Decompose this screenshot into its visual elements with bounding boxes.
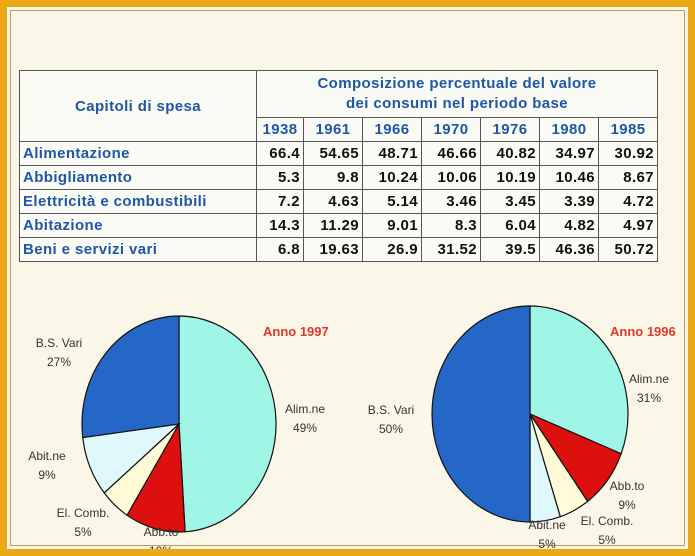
slice-label-line: 5% — [74, 525, 92, 539]
year-cell: 1976 — [480, 117, 540, 142]
slice-label-line: El. Comb. — [57, 506, 110, 520]
value-cell: 31.52 — [421, 237, 481, 262]
value-cell: 50.72 — [598, 237, 658, 262]
value-cell: 6.04 — [480, 213, 540, 238]
pie-title-line: Anno 1997 — [263, 324, 329, 339]
value-cell: 5.14 — [362, 189, 422, 214]
slice-label-line: Abit.ne — [28, 449, 66, 463]
slice-label: Alim.ne 49% — [285, 402, 325, 435]
slice-label-line: Alim.ne — [285, 402, 325, 416]
value-cell: 6.8 — [256, 237, 304, 262]
value-cell: 9.01 — [362, 213, 422, 238]
slice-label: B.S. Vari 27% — [36, 336, 82, 369]
slice-label: B.S. Vari 50% — [368, 403, 414, 436]
value-cell: 40.82 — [480, 141, 540, 166]
pie-slice — [178, 315, 277, 533]
slice-label-line: 27% — [47, 355, 71, 369]
slice-label: Abb.to 9% — [610, 479, 645, 512]
value-cell: 46.66 — [421, 141, 481, 166]
slice-label: Alim.ne 31% — [629, 372, 669, 405]
table-row: Abbigliamento 5.3 9.8 10.24 10.06 10.19 10.46 8… — [19, 165, 658, 190]
slice-label: Abb.to 10% — [144, 525, 179, 549]
slice-label-line: El. Comb. — [581, 514, 634, 528]
year-cell: 1985 — [598, 117, 658, 142]
value-cell: 5.3 — [256, 165, 304, 190]
category-cell: Beni e servizi vari — [19, 237, 257, 262]
value-cell: 3.46 — [421, 189, 481, 214]
pie-slice — [431, 305, 531, 523]
slice-label-line: 10% — [149, 544, 173, 549]
slice-label-line: 5% — [538, 537, 556, 549]
value-cell: 9.8 — [303, 165, 363, 190]
slice-label-line: Abit.ne — [528, 518, 566, 532]
value-cell: 66.4 — [256, 141, 304, 166]
year-cell: 1980 — [539, 117, 599, 142]
value-cell: 7.2 — [256, 189, 304, 214]
slice-label: Abit.ne 5% — [528, 518, 566, 549]
slice-label-line: B.S. Vari — [368, 403, 414, 417]
value-cell: 26.9 — [362, 237, 422, 262]
table-row: Elettricità e combustibili 7.2 4.63 5.14 3.4… — [19, 189, 658, 214]
category-cell: Elettricità e combustibili — [19, 189, 257, 214]
year-row: 1938 1961 1966 1970 1976 1980 1985 — [20, 117, 658, 142]
pie-title: Anno 1997 — [263, 324, 329, 339]
slice-label-line: 5% — [598, 533, 616, 547]
slice-label-line: 49% — [293, 421, 317, 435]
table-row: Beni e servizi vari 6.8 19.63 26.9 31.52 39.5… — [19, 237, 658, 262]
pie-title: Anno 1996 — [610, 324, 676, 339]
value-cell: 8.3 — [421, 213, 481, 238]
column-group-header-line: dei consumi nel periodo base — [345, 95, 569, 112]
table-row: Alimentazione 66.4 54.65 48.71 46.66 40.82 34.… — [19, 141, 658, 166]
value-cell: 46.36 — [539, 237, 599, 262]
slice-label-line: B.S. Vari — [36, 336, 82, 350]
value-cell: 8.67 — [598, 165, 658, 190]
pie-slice — [81, 315, 180, 439]
page: Capitoli di spesa Composizione percentual… — [7, 7, 688, 549]
slice-label-line: Abb.to — [610, 479, 645, 493]
column-group-header-line: Composizione percentuale del valore — [317, 75, 597, 92]
slice-label-line: Abb.to — [144, 525, 179, 539]
value-cell: 39.5 — [480, 237, 540, 262]
category-cell: Alimentazione — [19, 141, 257, 166]
data-table: Capitoli di spesa Composizione percentual… — [19, 70, 658, 262]
value-cell: 34.97 — [539, 141, 599, 166]
value-cell: 19.63 — [303, 237, 363, 262]
pie-slice — [529, 305, 629, 455]
value-cell: 14.3 — [256, 213, 304, 238]
slice-label: El. Comb. 5% — [581, 514, 634, 547]
slice-label-line: Alim.ne — [629, 372, 669, 386]
value-cell: 10.46 — [539, 165, 599, 190]
slice-label: El. Comb. 5% — [57, 506, 110, 539]
year-cell: 1938 — [256, 117, 304, 142]
value-cell: 3.39 — [539, 189, 599, 214]
pie-title-line: Anno 1996 — [610, 324, 676, 339]
year-cell: 1970 — [421, 117, 481, 142]
slice-label-line: 9% — [618, 498, 636, 512]
slice-label: Abit.ne 9% — [28, 449, 66, 482]
slice-label-line: 9% — [38, 468, 56, 482]
slice-label-line: 31% — [637, 391, 661, 405]
slice-label-line: 50% — [379, 422, 403, 436]
value-cell: 48.71 — [362, 141, 422, 166]
